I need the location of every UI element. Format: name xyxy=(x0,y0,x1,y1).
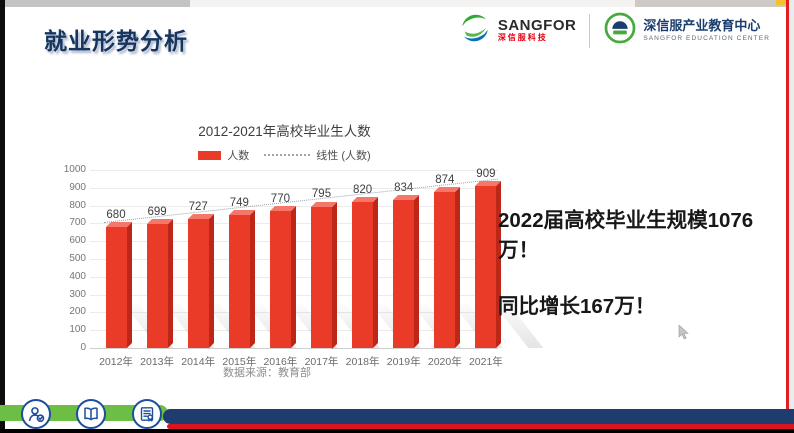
legend-bar-swatch xyxy=(198,150,222,160)
top-right-tab xyxy=(776,0,787,5)
bar xyxy=(475,181,502,348)
left-edge-strip xyxy=(0,0,5,433)
y-axis-label: 1000 xyxy=(63,164,86,175)
bar-value-label: 795 xyxy=(311,188,332,201)
bar-value-label: 834 xyxy=(394,181,414,194)
y-axis-label: 0 xyxy=(80,342,86,353)
y-axis-label: 500 xyxy=(69,253,86,264)
x-axis-label: 2013年 xyxy=(140,356,175,368)
chart-source: 数据来源：教育部 xyxy=(223,367,311,379)
sangfor-name: SANGFOR xyxy=(497,16,577,34)
bar-side-face xyxy=(373,197,379,348)
y-axis-label: 900 xyxy=(69,181,86,193)
bar xyxy=(352,197,379,348)
y-axis-label: 400 xyxy=(69,270,86,282)
bar-value-label: 699 xyxy=(147,205,167,218)
bar xyxy=(228,209,255,348)
bar xyxy=(393,194,420,348)
bar-top-face xyxy=(105,221,132,227)
y-axis-label: 600 xyxy=(69,235,86,247)
bar xyxy=(187,213,214,348)
sangfor-logo: SANGFOR 深信服科技 xyxy=(458,11,577,50)
bar-value-label: 680 xyxy=(106,208,126,221)
bar xyxy=(269,205,296,348)
certificate-icon[interactable] xyxy=(132,399,162,429)
y-axis-label: 200 xyxy=(69,306,86,318)
x-axis-label: 2014年 xyxy=(181,356,216,368)
bar xyxy=(434,187,461,348)
footer-blue-bar xyxy=(163,409,794,424)
y-axis-label: 700 xyxy=(69,217,86,229)
top-edge-strip xyxy=(5,0,794,7)
highlight-line-1: 2022届高校毕业生规模1076万！ xyxy=(498,209,754,262)
bar xyxy=(105,221,132,348)
bar-side-face xyxy=(208,213,214,348)
legend-series-label: 人数 xyxy=(227,150,250,162)
bar-side-face xyxy=(290,205,296,348)
footer-black-strip xyxy=(0,429,794,433)
x-axis-label: 2019年 xyxy=(386,356,421,368)
bar xyxy=(146,218,173,348)
bar-side-face xyxy=(167,218,173,348)
bar-top-face xyxy=(228,209,255,215)
right-red-border xyxy=(786,0,789,425)
x-axis-label: 2020年 xyxy=(427,356,462,368)
bar-side-face xyxy=(455,187,461,348)
bar-value-label: 909 xyxy=(476,168,496,181)
gridline xyxy=(90,348,498,349)
x-axis-label: 2015年 xyxy=(222,356,257,368)
bar-value-label: 749 xyxy=(229,196,249,209)
bar-value-label: 727 xyxy=(188,200,208,213)
x-axis-label: 2016年 xyxy=(263,356,298,368)
highlight-text: 2022届高校毕业生规模1076万！ 同比增长167万！ xyxy=(498,203,790,319)
bar-side-face xyxy=(249,209,255,348)
y-axis-label: 300 xyxy=(69,288,86,300)
right-edge-strip xyxy=(789,0,794,425)
bar-side-face xyxy=(126,221,132,348)
x-axis-label: 2012年 xyxy=(99,356,133,368)
gridline xyxy=(90,187,498,189)
bar-side-face xyxy=(414,194,420,348)
gridline xyxy=(90,170,498,171)
bar-value-label: 874 xyxy=(435,174,455,187)
page-title: 就业形势分析 xyxy=(44,28,188,54)
highlight-line-2: 同比增长167万！ xyxy=(498,295,656,318)
plot-area: 680 2012年 699 2013年 727 2014年 749 2015年 770 2016年… xyxy=(90,168,544,368)
bar-value-label: 770 xyxy=(270,192,290,205)
footer-red-stripe xyxy=(167,424,794,429)
education-center-name: 深信服产业教育中心 xyxy=(643,17,761,33)
mouse-cursor-icon xyxy=(678,324,690,346)
legend-trendline-label: 线性 (人数) xyxy=(316,150,371,162)
bar xyxy=(311,201,337,348)
x-axis-label: 2021年 xyxy=(468,356,503,368)
bar-value-label: 820 xyxy=(353,184,373,197)
education-center-subtitle: SANGFOR EDUCATION CENTER xyxy=(643,35,770,43)
education-center-logo: 深信服产业教育中心 SANGFOR EDUCATION CENTER xyxy=(603,11,770,50)
y-axis-label: 800 xyxy=(69,199,86,211)
sangfor-subtitle: 深信服科技 xyxy=(497,33,548,43)
education-center-icon xyxy=(603,11,637,50)
chart-title: 2012-2021年高校毕业生人数 xyxy=(198,124,371,139)
x-axis-label: 2017年 xyxy=(304,356,339,368)
chart-legend: 人数 线性 (人数) xyxy=(62,147,507,163)
legend-trendline-swatch xyxy=(264,154,311,156)
bar-top-face xyxy=(311,201,337,207)
user-check-icon[interactable] xyxy=(21,399,51,429)
header-logos: SANGFOR 深信服科技 深信服产业教育中心 SANGFOR EDUCATIO… xyxy=(458,11,770,50)
logo-divider xyxy=(589,13,591,48)
open-book-icon[interactable] xyxy=(76,399,106,429)
y-axis-label: 100 xyxy=(69,324,86,336)
sangfor-globe-icon xyxy=(458,11,492,50)
x-axis-label: 2018年 xyxy=(345,356,380,368)
chart: 2012-2021年高校毕业生人数 人数 线性 (人数) 680 2012年 699… xyxy=(62,112,544,397)
bar-side-face xyxy=(332,201,337,348)
bar-top-face xyxy=(187,213,214,219)
bar-top-face xyxy=(146,218,173,224)
